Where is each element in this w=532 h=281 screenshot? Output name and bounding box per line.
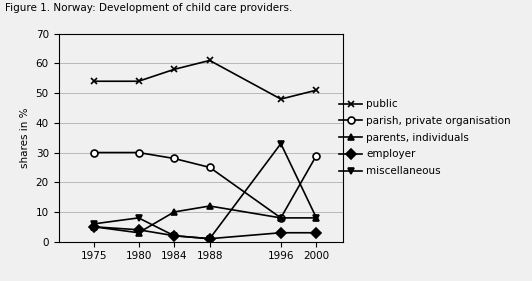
Legend: public, parish, private organisation, parents, individuals, employer, miscellane: public, parish, private organisation, pa… <box>339 99 511 176</box>
Y-axis label: shares in %: shares in % <box>20 107 30 168</box>
Text: Figure 1. Norway: Development of child care providers.: Figure 1. Norway: Development of child c… <box>5 3 293 13</box>
